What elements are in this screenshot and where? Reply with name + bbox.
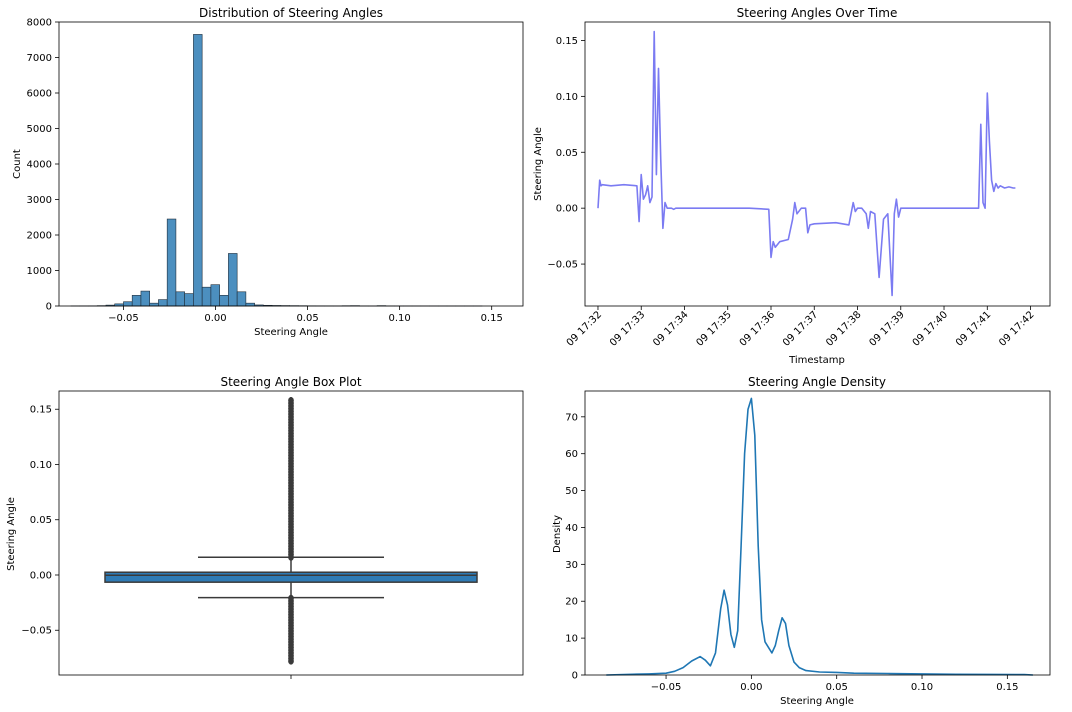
histogram-bar xyxy=(193,34,203,307)
y-tick-label: 0.05 xyxy=(556,148,578,159)
histogram-bar xyxy=(228,253,238,307)
y-tick-label: 6000 xyxy=(27,89,52,100)
y-tick-label: 0.00 xyxy=(30,570,52,581)
histogram-bar xyxy=(149,302,159,307)
x-ticks: −0.05 0.00 0.05 0.10 0.15 xyxy=(108,306,503,324)
plot-frame xyxy=(58,21,524,307)
y-tick-label: 3000 xyxy=(27,195,52,206)
time-series-panel: Steering Angles Over Time Timestamp Stee… xyxy=(533,6,1051,366)
y-tick-label: 40 xyxy=(565,523,578,534)
chart-title: Steering Angles Over Time xyxy=(737,6,898,20)
y-axis-label: Density xyxy=(552,515,563,553)
x-tick-label: 09 17:37 xyxy=(781,309,820,348)
x-tick-label: −0.05 xyxy=(651,682,682,693)
x-tick-label: 0.00 xyxy=(204,313,226,324)
histogram-bar xyxy=(210,284,220,307)
series-line xyxy=(597,30,1016,297)
y-tick-label: 10 xyxy=(565,634,578,645)
histogram-bar xyxy=(184,293,194,307)
x-tick-label: 09 17:34 xyxy=(651,309,690,348)
histogram-bar xyxy=(201,286,212,307)
histogram-bar xyxy=(175,291,185,307)
x-tick-label: 09 17:33 xyxy=(608,309,647,348)
x-tick-label: 09 17:35 xyxy=(694,309,733,348)
box-plot xyxy=(104,396,478,665)
x-ticks: 09 17:32 09 17:33 09 17:34 09 17:35 09 17:36… xyxy=(565,306,1037,349)
y-tick-label: 0.15 xyxy=(556,36,578,47)
y-tick-label: 0.15 xyxy=(30,405,52,416)
x-tick-label: 0.05 xyxy=(826,682,848,693)
y-tick-label: −0.05 xyxy=(547,260,578,271)
x-tick-label: 09 17:41 xyxy=(954,309,993,348)
time-series xyxy=(597,30,1016,297)
plot-frame xyxy=(58,390,524,676)
y-tick-label: 20 xyxy=(565,597,578,608)
histogram-bar xyxy=(131,295,142,307)
y-tick-label: 0 xyxy=(46,302,52,313)
x-axis-label: Steering Angle xyxy=(254,327,328,338)
x-axis-label: Timestamp xyxy=(788,355,845,366)
x-tick-label: 0.10 xyxy=(911,682,933,693)
histogram-bar xyxy=(166,218,177,307)
density-panel: Steering Angle Density Steering Angle De… xyxy=(552,375,1051,707)
y-tick-label: 0.05 xyxy=(30,515,52,526)
y-tick-label: 4000 xyxy=(27,160,52,171)
x-tick-label: −0.05 xyxy=(108,313,139,324)
x-axis-label: Steering Angle xyxy=(780,696,854,707)
histogram-bars xyxy=(70,34,483,307)
y-axis-label: Count xyxy=(12,149,23,179)
density-line xyxy=(606,397,1033,676)
histogram-bar xyxy=(236,291,247,307)
y-ticks: 0 10 20 30 40 50 60 70 xyxy=(565,412,585,682)
y-ticks: 0 1000 2000 3000 4000 5000 6000 7000 8000 xyxy=(27,18,59,313)
chart-title: Steering Angle Box Plot xyxy=(220,375,361,389)
x-tick-label: 0.15 xyxy=(481,313,503,324)
plot-frame xyxy=(584,21,1051,307)
y-tick-label: 0 xyxy=(572,671,578,682)
x-tick-label: 0.10 xyxy=(389,313,411,324)
histogram-panel: Distribution of Steering Angles Steering… xyxy=(12,6,524,338)
y-tick-label: 30 xyxy=(565,560,578,571)
chart-title: Steering Angle Density xyxy=(748,375,886,389)
box xyxy=(104,571,478,583)
y-tick-label: −0.05 xyxy=(21,626,52,637)
y-tick-label: 2000 xyxy=(27,231,52,242)
x-tick-label: 0.00 xyxy=(740,682,762,693)
y-tick-label: 7000 xyxy=(27,53,52,64)
histogram-bar xyxy=(219,295,229,307)
y-ticks: −0.05 0.00 0.05 0.10 0.15 xyxy=(21,405,59,637)
histogram-bar xyxy=(140,290,150,307)
density-curve xyxy=(606,397,1033,676)
x-tick-label: 09 17:39 xyxy=(867,309,906,348)
y-tick-label: 0.10 xyxy=(556,92,578,103)
y-tick-label: 8000 xyxy=(27,18,52,29)
y-axis-label: Steering Angle xyxy=(6,497,17,571)
x-tick-label: 09 17:40 xyxy=(911,309,950,348)
y-tick-label: 60 xyxy=(565,449,578,460)
outlier-point xyxy=(288,594,294,602)
histogram-bar xyxy=(123,301,133,307)
y-tick-label: 70 xyxy=(565,412,578,423)
x-tick-label: 09 17:36 xyxy=(738,309,777,348)
y-tick-label: 5000 xyxy=(27,124,52,135)
y-tick-label: 50 xyxy=(565,486,578,497)
x-ticks: −0.05 0.00 0.05 0.10 0.15 xyxy=(651,675,1018,693)
box-plot-panel: Steering Angle Box Plot Steering Angle −… xyxy=(6,375,524,679)
y-tick-label: 0.10 xyxy=(30,460,52,471)
x-tick-label: 09 17:38 xyxy=(824,309,863,348)
y-axis-label: Steering Angle xyxy=(533,127,544,201)
plot-frame xyxy=(584,390,1051,676)
x-tick-label: 09 17:32 xyxy=(565,309,604,348)
chart-title: Distribution of Steering Angles xyxy=(199,6,383,20)
x-tick-label: 0.05 xyxy=(296,313,318,324)
histogram-bar xyxy=(158,299,168,307)
x-tick-label: 09 17:42 xyxy=(997,309,1036,348)
y-tick-label: 0.00 xyxy=(556,204,578,215)
histogram-bar xyxy=(245,302,255,307)
y-tick-label: 1000 xyxy=(27,266,52,277)
outlier-point xyxy=(288,396,294,404)
y-ticks: −0.05 0.00 0.05 0.10 0.15 xyxy=(547,36,585,271)
x-tick-label: 0.15 xyxy=(996,682,1018,693)
